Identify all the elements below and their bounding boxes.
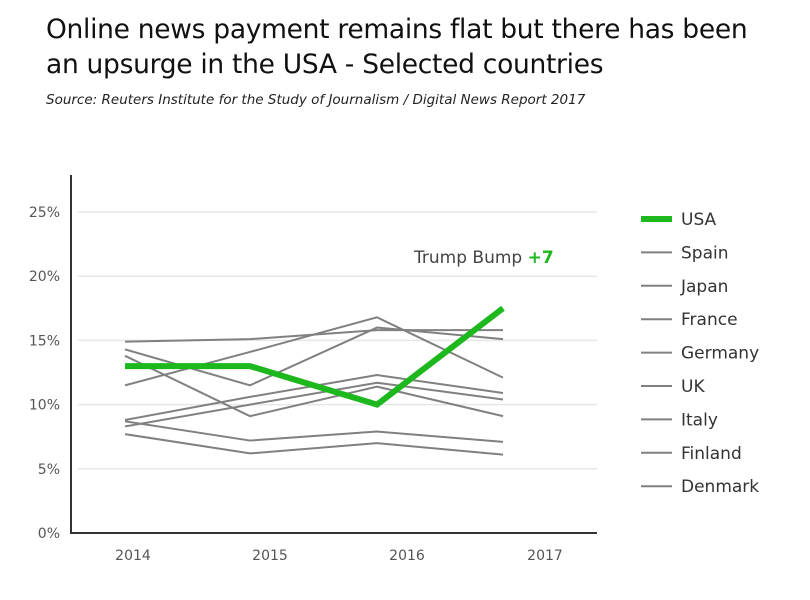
legend-item-germany: Germany: [641, 344, 759, 364]
series-line-usa: [125, 305, 505, 408]
legend-label: UK: [681, 377, 705, 397]
chart-title: Online news payment remains flat but the…: [46, 14, 748, 80]
legend-item-japan: Japan: [641, 277, 728, 297]
series-line-uk: [124, 374, 504, 421]
y-tick-label: 15%: [29, 333, 60, 349]
x-tick-label: 2014: [115, 548, 151, 564]
x-tick-label: 2017: [527, 548, 563, 564]
annotation: Trump Bump +7: [413, 248, 554, 268]
series-line-germany: [124, 354, 504, 418]
legend-item-denmark: Denmark: [641, 477, 759, 497]
chart-source: Source: Reuters Institute for the Study …: [46, 92, 586, 108]
legend-label: France: [681, 310, 738, 330]
legend-item-france: France: [641, 310, 738, 330]
legend-label: Japan: [680, 277, 728, 297]
y-tick-label: 10%: [29, 398, 60, 414]
legend-item-spain: Spain: [641, 243, 729, 263]
legend-label: USA: [681, 210, 717, 230]
legend-item-italy: Italy: [641, 410, 718, 430]
y-tick-label: 20%: [29, 269, 60, 285]
y-tick-label: 5%: [38, 462, 60, 478]
series-line-denmark: [124, 433, 504, 456]
series-line-france: [124, 326, 504, 387]
y-tick-label: 25%: [29, 205, 60, 221]
series-line-italy: [124, 381, 504, 428]
annotation-text: Trump Bump: [413, 248, 522, 268]
legend-item-usa: USA: [641, 210, 717, 230]
x-tick-label: 2016: [389, 548, 425, 564]
legend-label: Finland: [681, 444, 742, 464]
legend-item-uk: UK: [641, 377, 705, 397]
legend-label: Denmark: [681, 477, 759, 497]
legend-label: Spain: [681, 243, 729, 263]
legend-item-finland: Finland: [641, 444, 742, 464]
series-line-finland: [124, 420, 504, 443]
annotation-value: +7: [528, 248, 554, 268]
x-tick-label: 2015: [252, 548, 288, 564]
legend-label: Germany: [681, 344, 759, 364]
y-tick-label: 0%: [38, 526, 60, 542]
legend-label: Italy: [681, 410, 718, 430]
